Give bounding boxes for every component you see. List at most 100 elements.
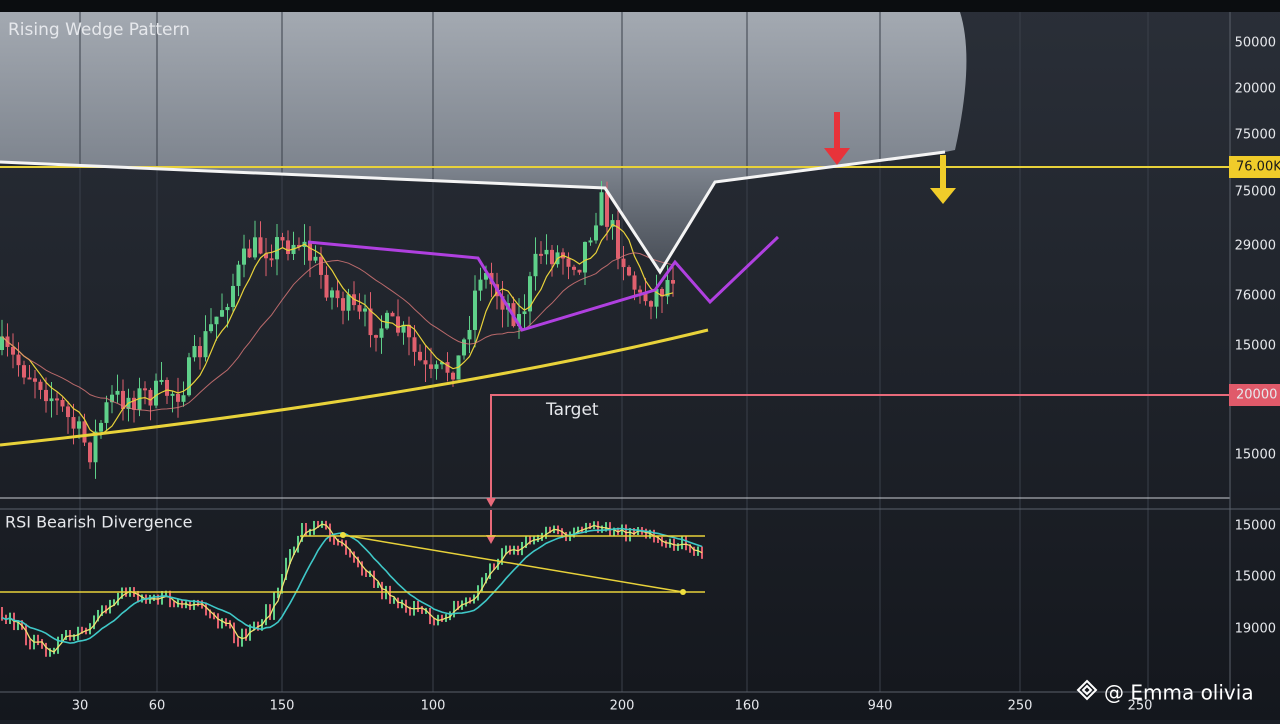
price-axis-label: 75000 bbox=[1235, 185, 1276, 200]
candle bbox=[418, 351, 422, 361]
candle bbox=[308, 241, 312, 261]
candle bbox=[583, 241, 587, 273]
support-line bbox=[0, 328, 709, 447]
candle bbox=[60, 399, 65, 407]
candle bbox=[198, 346, 202, 358]
candle bbox=[192, 346, 197, 358]
price-axis-label: 76000 bbox=[1235, 289, 1276, 304]
pattern-line bbox=[307, 235, 780, 332]
candle bbox=[275, 237, 279, 260]
candle bbox=[368, 308, 373, 336]
candle bbox=[363, 308, 367, 312]
x-axis-label: 940 bbox=[868, 699, 893, 714]
candle bbox=[462, 339, 466, 356]
candle bbox=[154, 380, 158, 406]
candle bbox=[313, 256, 318, 261]
candle bbox=[374, 335, 378, 338]
candle bbox=[44, 389, 48, 402]
candle bbox=[478, 279, 483, 291]
haze bbox=[0, 12, 967, 272]
target-line bbox=[490, 394, 1230, 500]
candle bbox=[0, 336, 4, 350]
candle bbox=[11, 346, 15, 355]
yellow-arrow bbox=[930, 155, 956, 204]
x-axis-label: 250 bbox=[1128, 699, 1153, 714]
candle bbox=[99, 422, 103, 432]
candle bbox=[385, 312, 389, 329]
rsi-signal bbox=[1, 527, 703, 644]
candle bbox=[473, 290, 477, 330]
candle bbox=[539, 253, 543, 256]
candle bbox=[38, 381, 43, 390]
resistance-tag bbox=[1229, 156, 1280, 178]
candle bbox=[500, 296, 505, 310]
candle bbox=[517, 314, 521, 327]
candle bbox=[407, 324, 411, 338]
candle bbox=[82, 421, 87, 443]
candle bbox=[324, 274, 329, 298]
candle bbox=[159, 379, 164, 382]
candle bbox=[319, 256, 323, 275]
candle bbox=[55, 398, 59, 401]
candle bbox=[605, 192, 609, 227]
candle bbox=[214, 316, 219, 325]
candle bbox=[258, 237, 263, 254]
x-axis-label: 60 bbox=[149, 699, 166, 714]
candle bbox=[335, 290, 340, 299]
candle bbox=[49, 398, 54, 402]
candle bbox=[594, 225, 598, 241]
watermark: @ Emma olivia bbox=[1076, 679, 1254, 705]
candle bbox=[357, 305, 362, 312]
candle bbox=[429, 364, 433, 369]
candle bbox=[27, 377, 32, 380]
candle bbox=[170, 393, 175, 396]
candle bbox=[451, 372, 455, 380]
candle bbox=[643, 292, 648, 302]
candle bbox=[286, 240, 290, 255]
candle bbox=[396, 316, 400, 333]
candle bbox=[115, 390, 120, 395]
x-axis-label: 30 bbox=[72, 699, 89, 714]
candle bbox=[346, 294, 351, 311]
candle bbox=[280, 237, 285, 241]
candle bbox=[132, 397, 136, 410]
watermark-text: @ Emma olivia bbox=[1104, 681, 1254, 705]
candle bbox=[423, 360, 428, 365]
candle bbox=[236, 264, 241, 286]
candle bbox=[143, 388, 147, 391]
moving-average bbox=[1, 223, 674, 436]
candle bbox=[66, 406, 70, 418]
candle bbox=[269, 258, 274, 261]
chart-title: Rising Wedge Pattern bbox=[8, 20, 190, 40]
candle bbox=[544, 249, 549, 255]
candle bbox=[627, 267, 631, 276]
candle bbox=[220, 310, 224, 317]
candle bbox=[440, 362, 444, 365]
candle bbox=[22, 365, 26, 378]
top-bar bbox=[0, 0, 1280, 12]
resistance-tag-label: 76.00K bbox=[1236, 160, 1280, 175]
candle bbox=[390, 312, 395, 317]
candle bbox=[660, 288, 664, 297]
rsi-title: RSI Bearish Divergence bbox=[5, 513, 192, 532]
candle bbox=[165, 379, 169, 396]
candle bbox=[77, 421, 81, 429]
rsi-lines bbox=[1, 520, 703, 657]
x-axis-label: 160 bbox=[735, 699, 760, 714]
x-axis-label: 150 bbox=[270, 699, 295, 714]
candle bbox=[412, 337, 417, 352]
axis-labels: 50000 20000 75000 75000 29000 76000 15000 15000… bbox=[72, 36, 1276, 714]
target-tag bbox=[1229, 384, 1280, 406]
target-label: Target bbox=[545, 400, 599, 420]
candle bbox=[577, 269, 582, 273]
candle bbox=[467, 329, 472, 340]
candle bbox=[379, 328, 384, 338]
candle bbox=[671, 280, 675, 284]
candle bbox=[187, 357, 191, 396]
candle bbox=[572, 266, 576, 270]
x-axis-label: 200 bbox=[610, 699, 635, 714]
candle bbox=[104, 402, 109, 423]
price-axis-label: 50000 bbox=[1235, 36, 1276, 51]
candle bbox=[665, 280, 670, 297]
